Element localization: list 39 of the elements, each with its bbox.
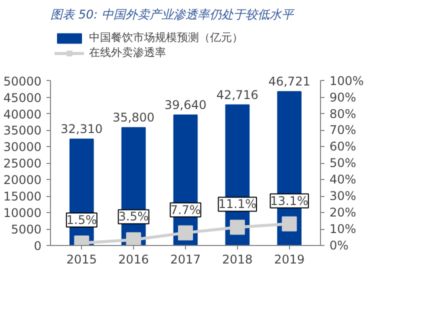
chart-title: 图表 50: 中国外卖产业渗透率仍处于较低水平: [50, 8, 296, 22]
y2-tick-label: 100%: [330, 74, 364, 88]
x-tick-label: 2018: [222, 252, 253, 266]
y-tick-label: 40000: [3, 107, 42, 122]
data-label: 32,310: [60, 122, 103, 136]
y-tick-label: 15000: [3, 190, 42, 204]
x-tick-label: 2015: [66, 252, 97, 266]
y-tick-label: 45000: [3, 90, 42, 105]
y-tick-label: 25000: [3, 156, 42, 171]
legend-label: 中国餐饮市场规模预测（亿元）: [89, 30, 243, 45]
y2-tick-label: 40%: [330, 172, 356, 187]
data-label: 3.5%: [118, 210, 149, 224]
x-tick-label: 2016: [118, 252, 149, 266]
data-label: 13.1%: [270, 194, 308, 208]
data-label: 11.1%: [218, 197, 256, 212]
y-tick-label: 20000: [3, 173, 42, 188]
y-tick-label: 10000: [3, 206, 42, 220]
y-tick-label: 50000: [3, 74, 42, 88]
data-label: 46,721: [268, 74, 310, 89]
y2-tick-label: 30%: [330, 189, 356, 204]
y2-tick-label: 10%: [330, 222, 356, 236]
y2-tick-label: 60%: [330, 140, 356, 154]
data-label: 39,640: [164, 98, 207, 112]
y-tick-label: 0: [34, 239, 42, 253]
data-label: 42,716: [216, 88, 258, 102]
y2-tick-label: 20%: [330, 206, 356, 220]
y-tick-label: 30000: [3, 140, 42, 154]
legend-label: 在线外卖渗透率: [89, 45, 166, 60]
y-tick-label: 5000: [10, 222, 42, 237]
y2-tick-label: 50%: [330, 156, 356, 170]
x-tick-label: 2017: [170, 252, 201, 266]
y2-tick-label: 80%: [330, 106, 356, 121]
data-label: 35,800: [112, 110, 155, 125]
y2-tick-label: 70%: [330, 123, 356, 138]
x-tick-label: 2019: [274, 252, 305, 266]
y-tick-label: 35000: [3, 124, 42, 138]
y2-tick-label: 0%: [330, 238, 349, 252]
data-label: 1.5%: [66, 213, 97, 228]
y2-tick-label: 90%: [330, 90, 356, 104]
